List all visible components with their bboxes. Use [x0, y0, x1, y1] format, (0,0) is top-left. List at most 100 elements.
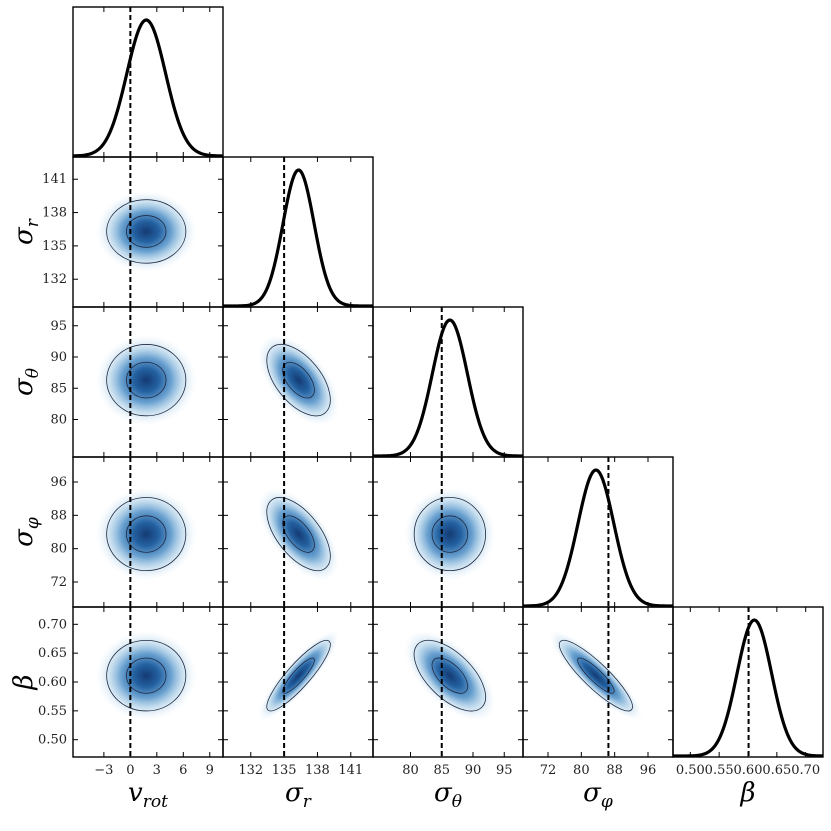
- contour-2sigma-beta-sigma_phi: [558, 639, 633, 712]
- x-tick-label-sigma_theta: 85: [433, 763, 450, 778]
- contour-1sigma-sigma_theta-sigma_r: [282, 361, 315, 399]
- panel-sigma_theta-vs-sigma_theta: [372, 306, 524, 458]
- y-axis-label-sigma_phi: σφ: [9, 517, 43, 547]
- ticks: [73, 457, 223, 607]
- contour-2sigma-beta-sigma_theta: [413, 639, 486, 712]
- ticks: [73, 157, 223, 307]
- y-tick-label-sigma_phi: 96: [50, 475, 67, 490]
- contour-2sigma-sigma_phi-v_rot: [106, 497, 187, 572]
- x-tick-label-sigma_phi: 72: [540, 763, 557, 778]
- y-tick-label-sigma_theta: 90: [50, 350, 67, 365]
- x-tick-label-beta: 0.70: [791, 763, 820, 778]
- ticks: [523, 607, 673, 757]
- x-tick-label-beta: 0.50: [676, 763, 705, 778]
- contour-2sigma-sigma_theta-sigma_r: [266, 344, 331, 417]
- y-tick-label-sigma_r: 138: [42, 206, 67, 221]
- ticks: [223, 607, 373, 757]
- density-beta-sigma_theta: [404, 630, 496, 721]
- contour-1sigma-sigma_r-v_rot: [126, 215, 167, 248]
- x-tick-label-v_rot: −3: [94, 763, 113, 778]
- y-tick-label-beta: 0.70: [38, 617, 67, 632]
- marginal-curve-v_rot: [73, 18, 223, 157]
- density-beta-v_rot: [95, 630, 197, 721]
- panel-beta-vs-sigma_phi: [522, 606, 674, 758]
- contour-1sigma-beta-sigma_r: [282, 657, 315, 694]
- x-tick-label-v_rot: 0: [126, 763, 134, 778]
- density-sigma_phi-sigma_theta: [404, 487, 496, 581]
- density-sigma_theta-sigma_r: [258, 334, 339, 426]
- ticks: [373, 607, 523, 757]
- panel-sigma_phi-vs-v_rot: [72, 456, 224, 608]
- x-tick-label-sigma_theta: 80: [402, 763, 419, 778]
- panels-layer: [72, 6, 824, 758]
- marginal-curve-sigma_r: [223, 168, 373, 307]
- contour-2sigma-sigma_phi-sigma_r: [266, 497, 331, 572]
- contour-1sigma-sigma_phi-sigma_theta: [431, 515, 469, 553]
- panel-beta-vs-sigma_theta: [372, 606, 524, 758]
- panel-sigma_theta-vs-v_rot: [72, 306, 224, 458]
- ticks: [73, 607, 223, 757]
- ticks: [223, 307, 373, 457]
- y-tick-label-sigma_phi: 88: [50, 508, 67, 523]
- contour-2sigma-beta-sigma_r: [266, 639, 331, 712]
- y-tick-label-beta: 0.50: [38, 733, 67, 748]
- marginal-curve-beta: [673, 618, 823, 757]
- axis-labels-layer: vrot σr σθ σφ β σr σθ σφ β: [9, 218, 756, 812]
- x-axis-label-sigma_r: σr: [285, 778, 312, 812]
- x-tick-label-sigma_r: 138: [305, 763, 330, 778]
- x-axis-label-sigma_phi: σφ: [583, 778, 613, 812]
- y-tick-label-beta: 0.55: [38, 704, 67, 719]
- x-tick-label-beta: 0.55: [705, 763, 734, 778]
- tick-labels-layer: −3 0 3 6 9 132 135 138 141 80 85 90 95 72 80 88 96 0.50 0.…: [38, 172, 820, 778]
- x-tick-label-v_rot: 9: [206, 763, 214, 778]
- contour-2sigma-sigma_phi-sigma_theta: [413, 497, 486, 572]
- y-tick-label-sigma_phi: 80: [50, 542, 67, 557]
- density-beta-sigma_r: [258, 630, 340, 721]
- panel-sigma_phi-vs-sigma_theta: [372, 456, 524, 608]
- contour-1sigma-beta-v_rot: [126, 657, 167, 694]
- contour-1sigma-sigma_phi-v_rot: [126, 515, 167, 553]
- y-tick-label-beta: 0.60: [38, 675, 67, 690]
- x-tick-label-sigma_phi: 80: [573, 763, 590, 778]
- panel-beta-vs-sigma_r: [222, 606, 374, 758]
- density-sigma_theta-v_rot: [95, 334, 197, 426]
- x-tick-label-sigma_r: 135: [272, 763, 297, 778]
- marginal-curve-sigma_phi: [523, 468, 673, 607]
- y-tick-label-sigma_r: 135: [42, 239, 67, 254]
- panel-sigma_r-vs-v_rot: [72, 156, 224, 308]
- y-tick-label-beta: 0.65: [38, 646, 67, 661]
- ticks: [373, 457, 523, 607]
- density-sigma_phi-v_rot: [95, 487, 197, 581]
- x-tick-label-sigma_theta: 95: [496, 763, 513, 778]
- panel-sigma_phi-vs-sigma_r: [222, 456, 374, 608]
- x-axis-label-beta: β: [739, 778, 755, 808]
- panel-v_rot-vs-v_rot: [72, 6, 224, 158]
- x-axis-label-v_rot: vrot: [128, 778, 168, 812]
- contour-2sigma-beta-v_rot: [106, 639, 187, 712]
- x-tick-label-sigma_r: 141: [338, 763, 363, 778]
- y-tick-label-sigma_r: 132: [42, 272, 67, 287]
- ticks: [250, 157, 352, 307]
- panel-frame: [672, 606, 824, 758]
- contour-2sigma-sigma_theta-v_rot: [106, 344, 187, 417]
- density-sigma_phi-sigma_r: [258, 487, 339, 581]
- density-sigma_r-v_rot: [95, 191, 197, 272]
- x-tick-label-beta: 0.65: [762, 763, 791, 778]
- y-tick-label-sigma_theta: 85: [50, 381, 67, 396]
- panel-frame: [72, 6, 224, 158]
- panel-frame: [222, 156, 374, 308]
- y-axis-label-beta: β: [9, 674, 39, 690]
- x-tick-label-sigma_theta: 90: [465, 763, 482, 778]
- y-axis-label-sigma_r: σr: [9, 218, 43, 245]
- y-tick-label-sigma_theta: 80: [50, 413, 67, 428]
- x-axis-label-sigma_theta: σθ: [434, 778, 462, 812]
- x-tick-label-v_rot: 6: [179, 763, 187, 778]
- ticks: [73, 307, 223, 457]
- contour-1sigma-beta-sigma_phi: [577, 657, 615, 694]
- density-beta-sigma_phi: [549, 630, 643, 721]
- x-tick-label-v_rot: 3: [153, 763, 161, 778]
- y-tick-label-sigma_theta: 95: [50, 319, 67, 334]
- x-tick-label-sigma_phi: 96: [640, 763, 657, 778]
- panel-sigma_r-vs-sigma_r: [222, 156, 374, 308]
